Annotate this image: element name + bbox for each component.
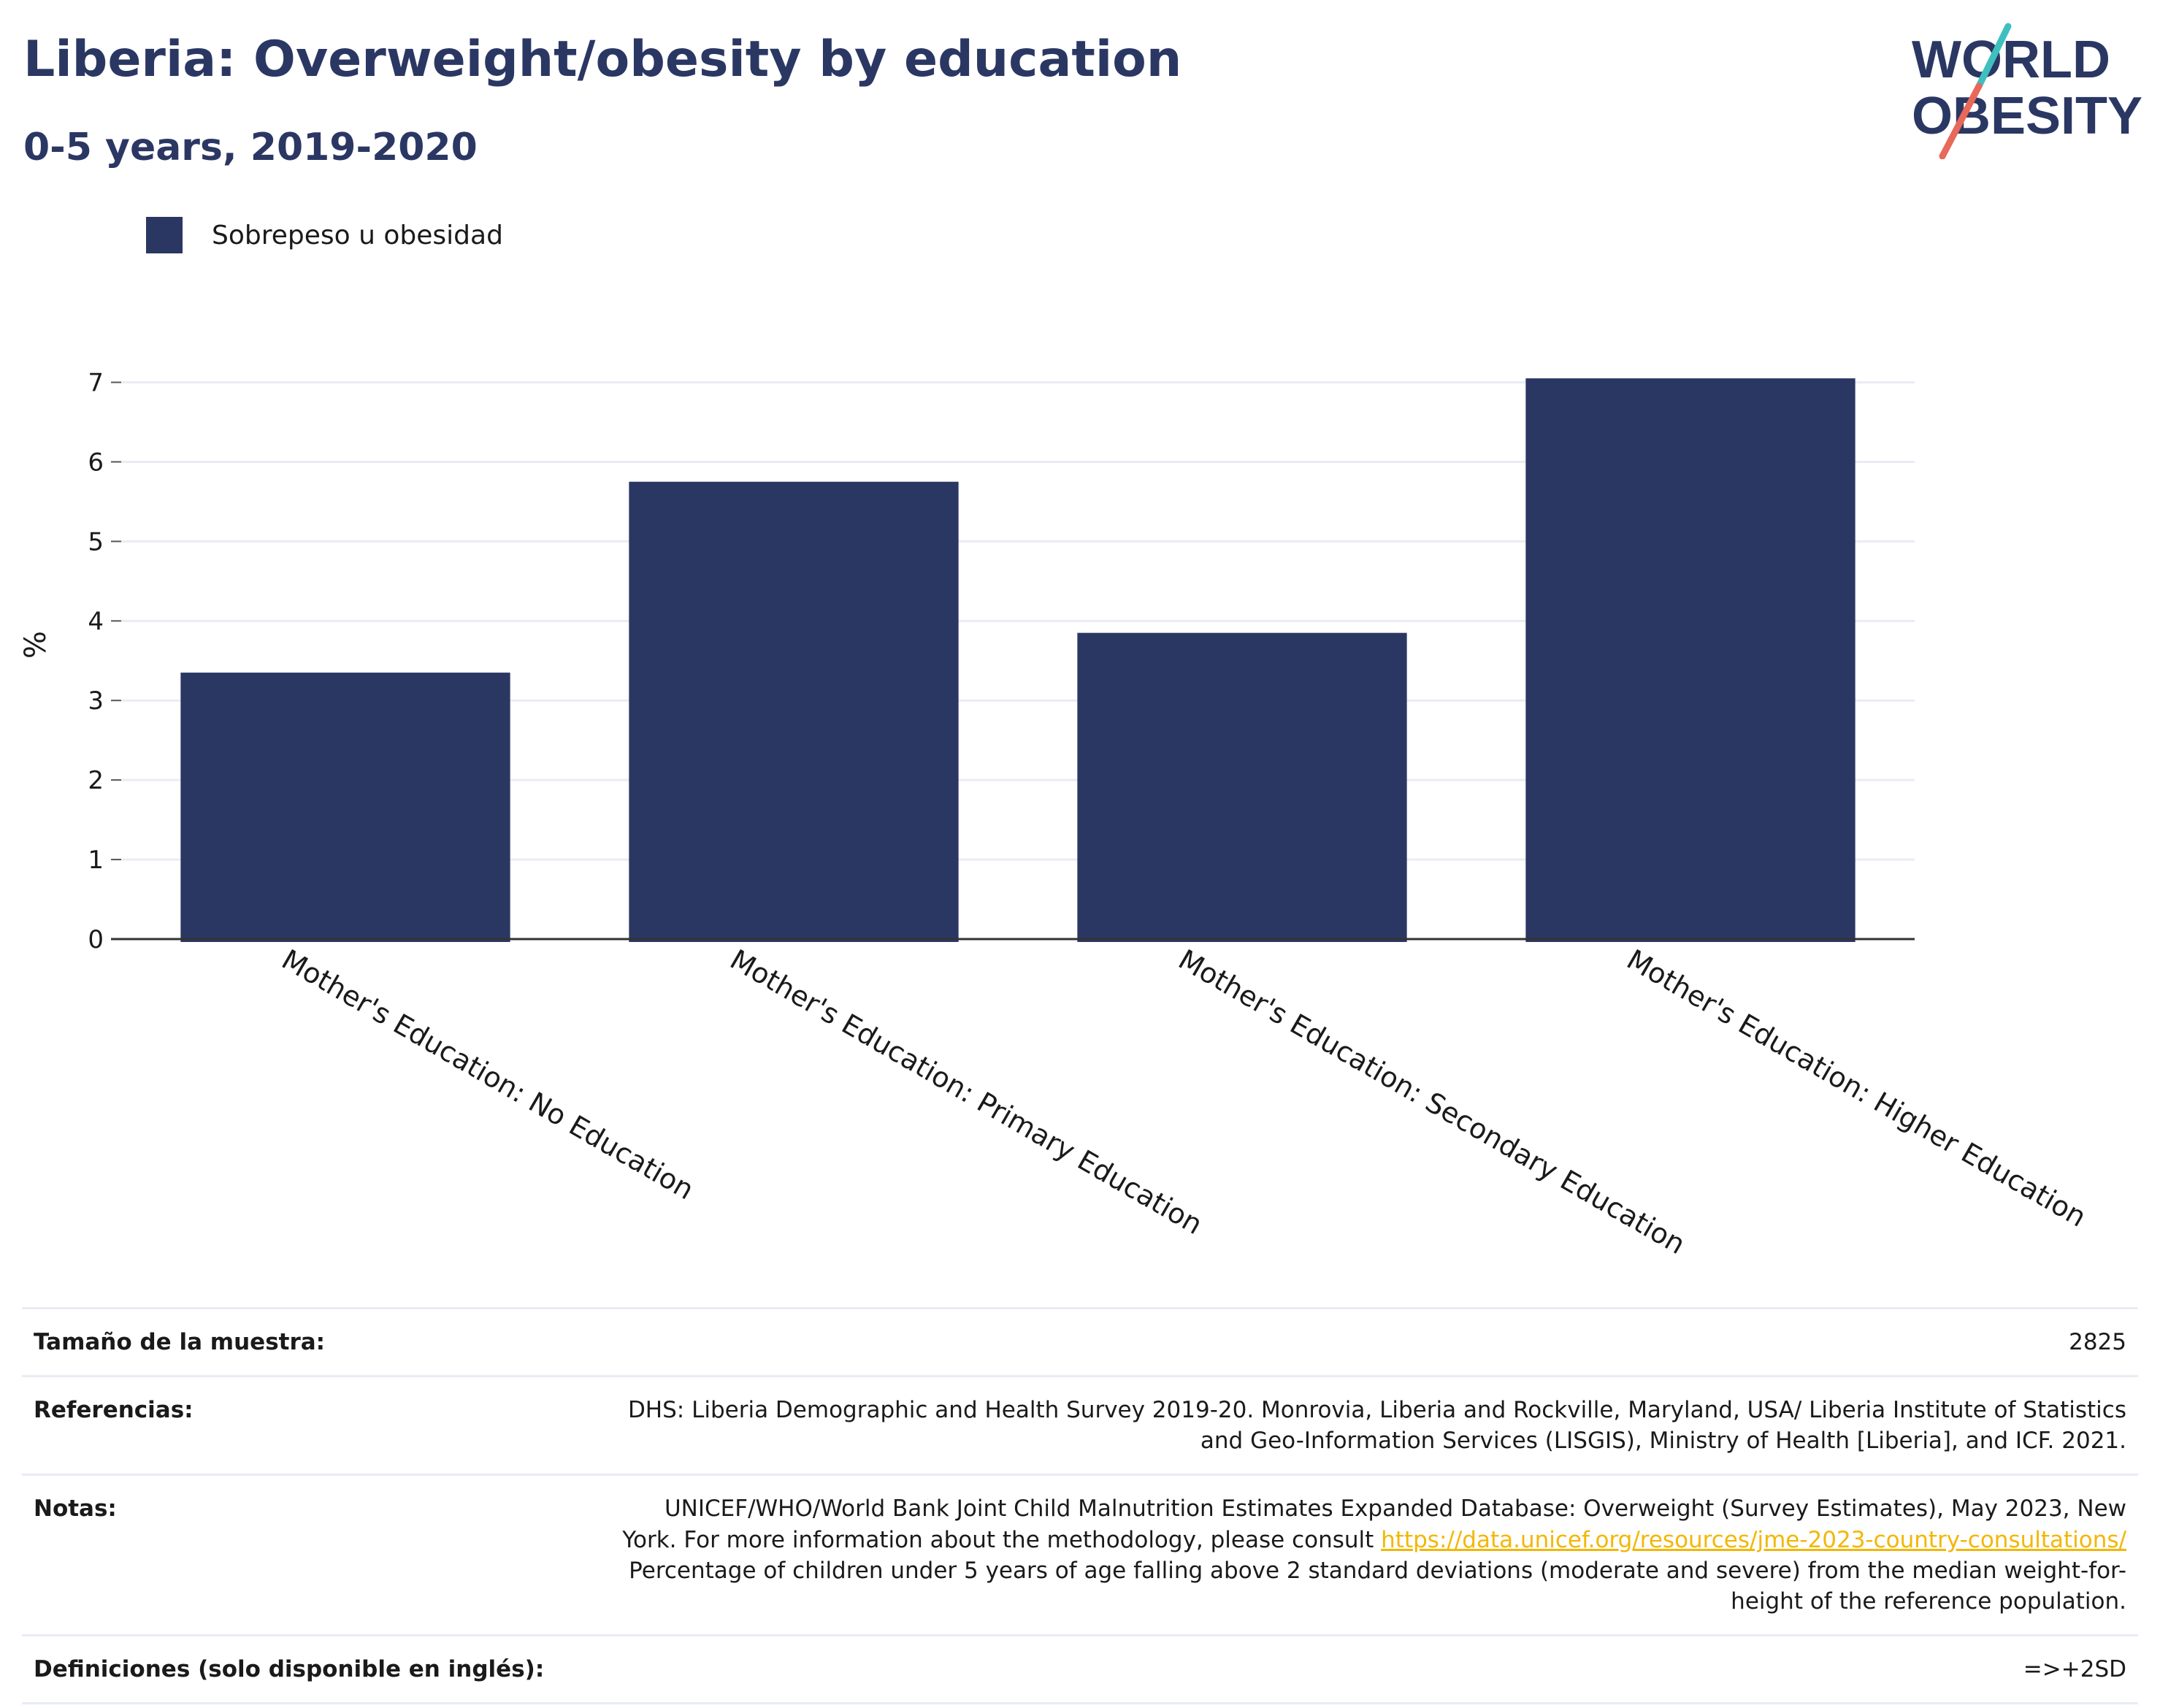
y-tick-label: 7 xyxy=(88,369,104,398)
references-label: Referencias: xyxy=(34,1397,194,1424)
legend-label: Sobrepeso u obesidad xyxy=(212,220,503,250)
references-row: Referencias: DHS: Liberia Demographic an… xyxy=(22,1376,2138,1475)
bar xyxy=(1525,378,1855,942)
notes-value: UNICEF/WHO/World Bank Joint Child Malnut… xyxy=(571,1475,2138,1636)
bar xyxy=(629,481,959,942)
y-tick-label: 5 xyxy=(88,527,104,556)
bar-chart: 0 1 2 3 4 5 6 7 Mother's Education: No Educatio… xyxy=(19,369,2092,1261)
methodology-link[interactable]: https://data.unicef.org/resources/jme-20… xyxy=(1381,1526,2126,1553)
y-tick-label: 6 xyxy=(88,448,104,477)
references-value: DHS: Liberia Demographic and Health Surv… xyxy=(571,1376,2138,1475)
notes-line-2: York. For more information about the met… xyxy=(622,1526,1374,1553)
chart-legend: Sobrepeso u obesidad xyxy=(146,216,503,254)
references-line-2: and Geo-Information Services (LISGIS), M… xyxy=(1200,1428,2126,1455)
definitions-label: Definiciones (solo disponible en inglés)… xyxy=(34,1656,545,1683)
x-tick-label: Mother's Education: No Education xyxy=(277,943,700,1206)
bar xyxy=(1077,632,1407,942)
x-tick-label: Mother's Education: Higher Education xyxy=(1622,943,2092,1233)
references-line-1: DHS: Liberia Demographic and Health Surv… xyxy=(627,1397,2126,1424)
page-subtitle: 0-5 years, 2019-2020 xyxy=(23,126,478,169)
y-tick-label: 4 xyxy=(88,607,104,636)
definitions-row: Definiciones (solo disponible en inglés)… xyxy=(22,1635,2138,1704)
page-title: Liberia: Overweight/obesity by education xyxy=(23,31,1182,88)
logo-line-world: WORLD xyxy=(1912,31,2110,89)
sample-size-label: Tamaño de la muestra: xyxy=(34,1329,326,1355)
y-tick-label: 2 xyxy=(88,766,104,795)
notes-row: Notas: UNICEF/WHO/World Bank Joint Child… xyxy=(22,1474,2138,1636)
y-tick-label: 3 xyxy=(88,686,104,716)
notes-line-4: height of the reference population. xyxy=(1731,1588,2126,1615)
definitions-value: =>+2SD xyxy=(2023,1656,2126,1683)
x-tick-label: Mother's Education: Secondary Education xyxy=(1173,943,1691,1261)
y-tick-label: 0 xyxy=(88,925,104,954)
notes-label: Notas: xyxy=(34,1496,117,1523)
info-table: Tamaño de la muestra: 2825 Referencias: … xyxy=(22,1307,2138,1704)
y-axis-label: % xyxy=(19,631,53,659)
logo-slash-teal xyxy=(1975,23,2012,90)
notes-line-3: Percentage of children under 5 years of … xyxy=(629,1557,2126,1584)
bars xyxy=(180,378,1855,942)
bar xyxy=(180,673,510,942)
y-tick-label: 1 xyxy=(88,846,104,875)
logo-slash-red xyxy=(1939,83,1983,159)
x-tick-label: Mother's Education: Primary Education xyxy=(725,943,1209,1241)
sample-size-row: Tamaño de la muestra: 2825 xyxy=(22,1308,2138,1376)
legend-swatch xyxy=(146,217,183,253)
sample-size-value: 2825 xyxy=(2069,1329,2126,1355)
axes: 0 1 2 3 4 5 6 7 xyxy=(88,369,1915,954)
world-obesity-logo: WORLD OBESITY xyxy=(1912,23,2142,159)
notes-line-1: UNICEF/WHO/World Bank Joint Child Malnut… xyxy=(664,1496,2126,1523)
